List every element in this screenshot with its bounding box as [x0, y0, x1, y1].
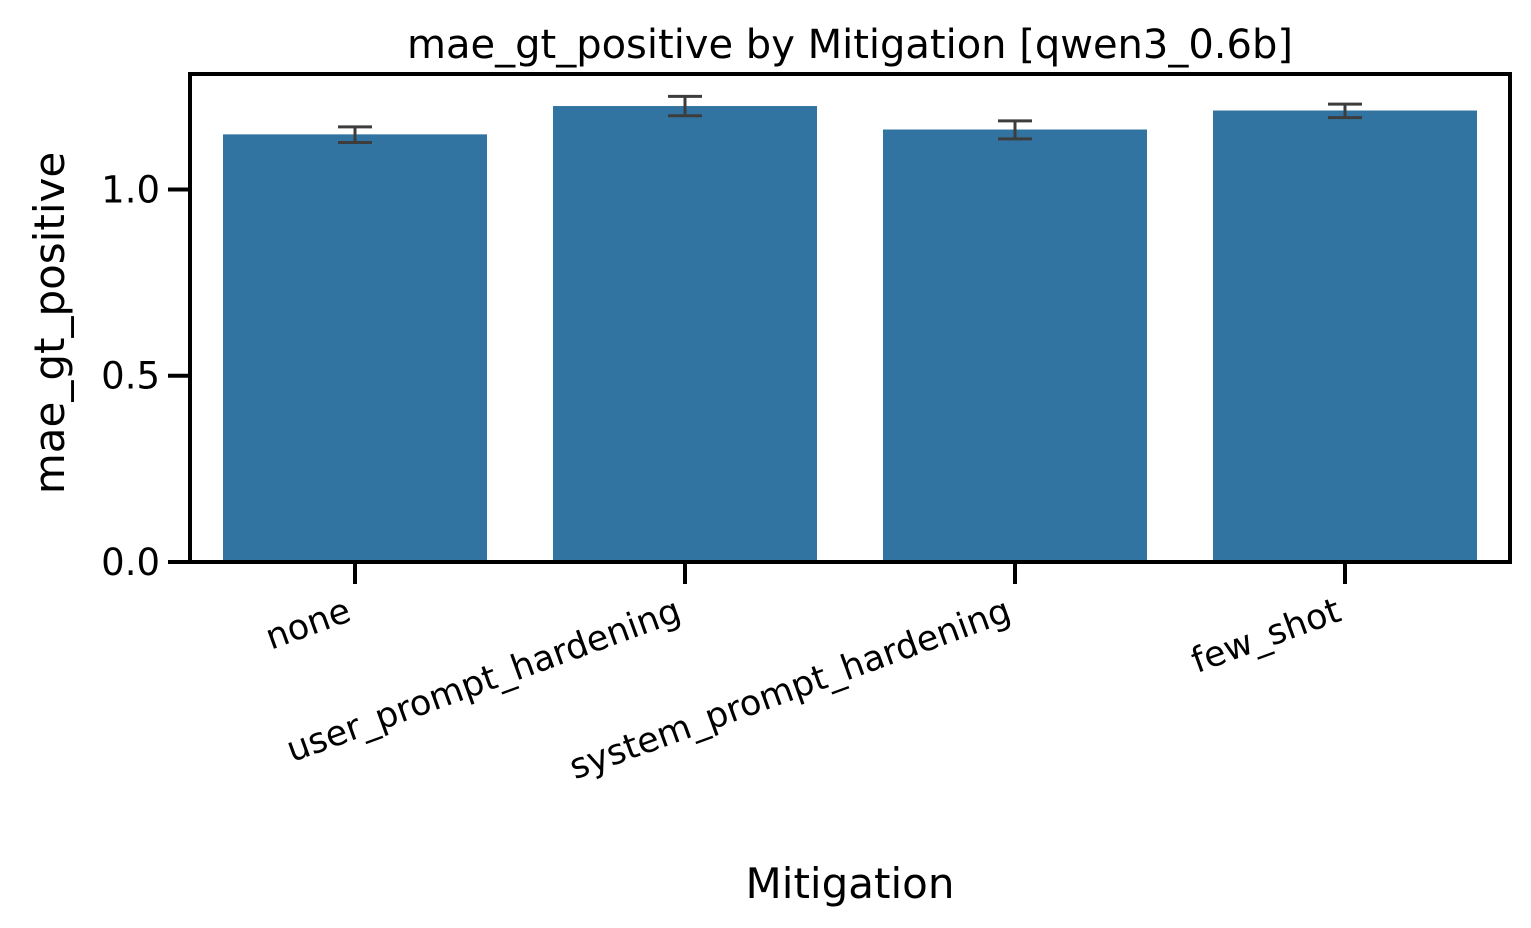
- error-bar-system_prompt_hardening: [998, 119, 1032, 141]
- bar-none: [223, 134, 487, 563]
- error-bar-few_shot: [1328, 102, 1362, 120]
- bars-group: [223, 106, 1477, 563]
- y-tick-label-1.0: 1.0: [101, 168, 160, 211]
- error-bars-group: [338, 94, 1362, 145]
- bar-few_shot: [1213, 110, 1477, 562]
- x-axis-label: Mitigation: [746, 859, 955, 908]
- chart-title: mae_gt_positive by Mitigation [qwen3_0.6…: [407, 22, 1293, 68]
- error-bar-none: [338, 125, 372, 145]
- x-tick-label-none: none: [260, 591, 356, 658]
- plot-frame: [188, 72, 1512, 564]
- y-tick-label-0.0: 0.0: [101, 541, 160, 584]
- y-axis-ticks: 0.0 0.5 1.0: [101, 168, 188, 584]
- x-tick-label-few_shot: few_shot: [1186, 591, 1346, 682]
- bar-user_prompt_hardening: [553, 106, 817, 562]
- y-axis-label: mae_gt_positive: [25, 152, 74, 494]
- error-bar-user_prompt_hardening: [668, 94, 702, 118]
- bar-system_prompt_hardening: [883, 129, 1147, 562]
- x-axis-ticks: noneuser_prompt_hardeningsystem_prompt_h…: [260, 564, 1347, 788]
- y-tick-label-0.5: 0.5: [101, 355, 160, 398]
